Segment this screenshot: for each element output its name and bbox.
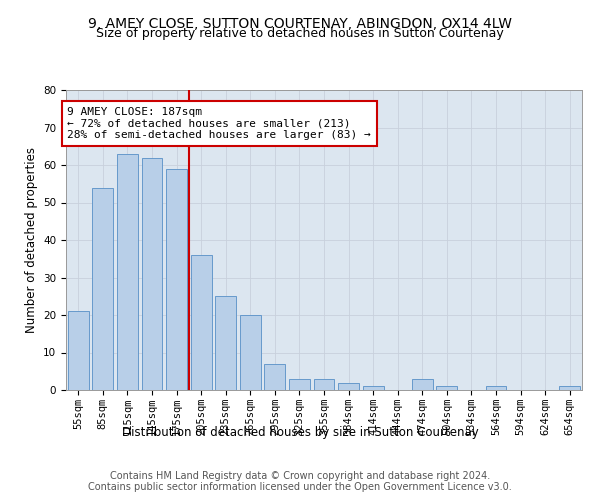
Bar <box>362 386 383 390</box>
Bar <box>191 255 212 390</box>
Bar <box>412 379 433 390</box>
Text: Contains public sector information licensed under the Open Government Licence v3: Contains public sector information licen… <box>88 482 512 492</box>
Bar <box>485 386 506 390</box>
Bar <box>215 296 236 390</box>
Text: Contains HM Land Registry data © Crown copyright and database right 2024.: Contains HM Land Registry data © Crown c… <box>110 471 490 481</box>
Text: 9 AMEY CLOSE: 187sqm
← 72% of detached houses are smaller (213)
28% of semi-deta: 9 AMEY CLOSE: 187sqm ← 72% of detached h… <box>67 107 371 140</box>
Bar <box>314 379 334 390</box>
Bar <box>338 382 359 390</box>
Bar <box>117 154 138 390</box>
Bar <box>166 169 187 390</box>
Bar <box>92 188 113 390</box>
Bar <box>436 386 457 390</box>
Bar <box>559 386 580 390</box>
Text: Distribution of detached houses by size in Sutton Courtenay: Distribution of detached houses by size … <box>122 426 478 439</box>
Bar <box>289 379 310 390</box>
Text: Size of property relative to detached houses in Sutton Courtenay: Size of property relative to detached ho… <box>96 28 504 40</box>
Y-axis label: Number of detached properties: Number of detached properties <box>25 147 38 333</box>
Bar <box>240 315 261 390</box>
Text: 9, AMEY CLOSE, SUTTON COURTENAY, ABINGDON, OX14 4LW: 9, AMEY CLOSE, SUTTON COURTENAY, ABINGDO… <box>88 18 512 32</box>
Bar <box>142 158 163 390</box>
Bar <box>68 311 89 390</box>
Bar <box>265 364 286 390</box>
